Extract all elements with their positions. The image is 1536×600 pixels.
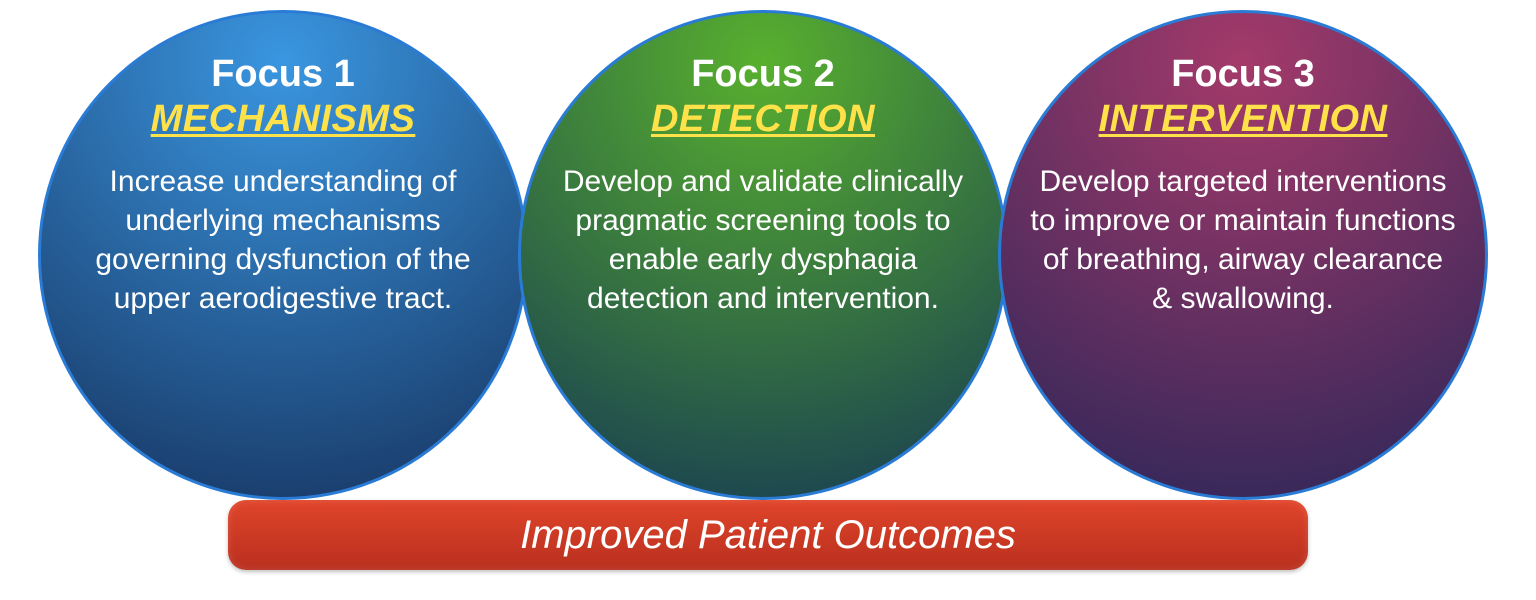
focus1-body: Increase understanding of underlying mec… (41, 162, 525, 318)
focus-circle-1: Focus 1 MECHANISMS Increase understandin… (38, 10, 528, 500)
focus3-body: Develop targeted interventions to improv… (1001, 162, 1485, 318)
focus1-title: Focus 1 (41, 53, 525, 97)
focus3-title: Focus 3 (1001, 53, 1485, 97)
focus1-subtitle: MECHANISMS (41, 97, 525, 143)
focus-circle-3: Focus 3 INTERVENTION Develop targeted in… (998, 10, 1488, 500)
focus2-subtitle: DETECTION (521, 97, 1005, 143)
focus2-title: Focus 2 (521, 53, 1005, 97)
outcome-banner: Improved Patient Outcomes (228, 500, 1308, 570)
focus-circle-2: Focus 2 DETECTION Develop and validate c… (518, 10, 1008, 500)
focus2-body: Develop and validate clinically pragmati… (521, 162, 1005, 318)
diagram: Focus 1 MECHANISMS Increase understandin… (0, 0, 1536, 600)
focus3-subtitle: INTERVENTION (1001, 97, 1485, 143)
outcome-banner-text: Improved Patient Outcomes (520, 513, 1016, 557)
